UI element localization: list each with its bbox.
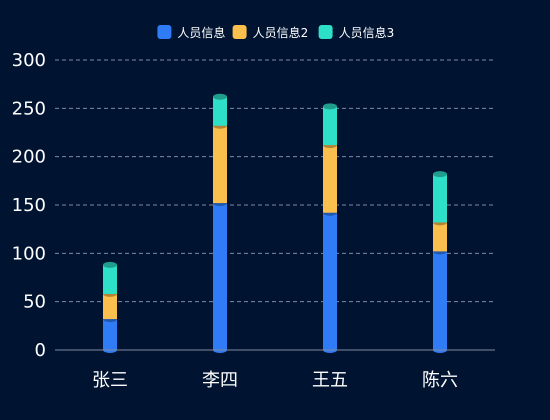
legend-label: 人员信息 [177,25,225,40]
bar-top-cap [213,93,227,100]
bar-segment [323,209,337,353]
bar-body [103,293,117,320]
bar-top-cap [323,103,337,110]
legend-item[interactable]: 人员信息2 [232,25,309,40]
bar-segment [433,248,447,353]
bar-segment [323,103,337,146]
grid [55,59,495,303]
bar-segment [213,93,227,126]
bar-body [433,251,447,350]
bar-body [323,106,337,146]
bar-segment [103,316,117,353]
bars [103,93,447,353]
y-tick-label: 0 [35,340,46,361]
bar-body [433,222,447,252]
bar-body [213,203,227,350]
y-tick-label: 50 [23,292,46,313]
y-tick-label: 100 [12,243,46,264]
y-tick-label: 250 [12,98,46,119]
legend-label: 人员信息2 [253,25,309,40]
bar-top-cap [433,171,447,178]
legend-swatch [232,25,247,39]
bar-segment [213,200,227,353]
y-tick-label: 200 [12,147,46,168]
x-category-label: 李四 [202,370,238,391]
bar-body [323,212,337,350]
bar-body [213,125,227,204]
bar-body [103,264,117,294]
y-tick-label: 150 [12,195,46,216]
bar-segment [213,122,227,204]
bar-body [213,96,227,126]
y-tick-label: 300 [12,50,46,71]
legend-swatch [318,25,333,39]
legend-label: 人员信息3 [339,25,395,40]
legend-item[interactable]: 人员信息 [157,25,225,40]
x-axis: 张三 李四 王五 陈六 [55,349,495,391]
legend: 人员信息 人员信息2 人员信息3 [157,25,394,40]
bar-body [323,145,337,213]
bar-segment [433,219,447,252]
x-category-label: 陈六 [422,370,458,391]
bar-segment [323,142,337,213]
bar-segment [103,261,117,294]
bar-body [433,174,447,223]
legend-item[interactable]: 人员信息3 [318,25,395,40]
y-axis: 0 50 100 150 200 250 300 [12,50,46,361]
bar-segment [103,290,117,320]
x-category-label: 张三 [92,370,128,391]
bar-segment [433,171,447,223]
bar-body [103,319,117,350]
bar-top-cap [103,261,117,268]
legend-swatch [157,25,172,39]
x-category-label: 王五 [312,370,348,391]
